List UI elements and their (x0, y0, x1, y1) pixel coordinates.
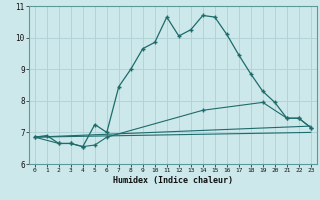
X-axis label: Humidex (Indice chaleur): Humidex (Indice chaleur) (113, 176, 233, 185)
